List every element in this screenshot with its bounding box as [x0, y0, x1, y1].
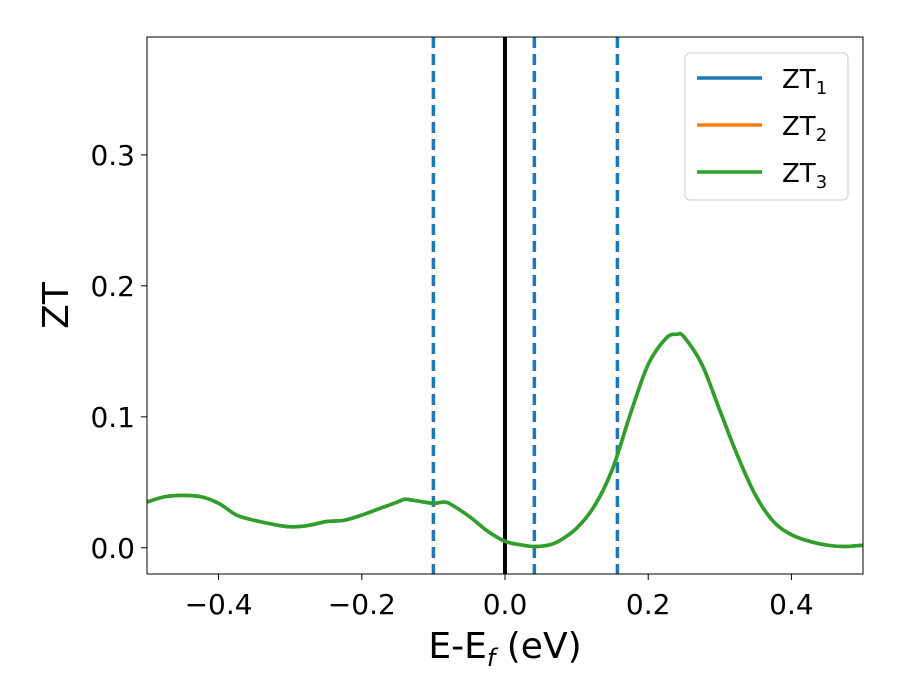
vertical-lines	[431, 37, 620, 574]
x-tick-label: −0.2	[328, 588, 396, 621]
series-line-3	[146, 331, 864, 549]
x-tick-label: 0.4	[769, 588, 814, 621]
x-axis-label: E-Ef (eV)	[428, 626, 581, 672]
legend-label-3: ZT3	[782, 159, 827, 193]
y-tick-label: 0.0	[90, 532, 135, 565]
x-tick-label: 0.0	[483, 588, 528, 621]
y-tick-label: 0.2	[90, 270, 135, 303]
y-axis-ticks: 0.0 0.1 0.2 0.3	[90, 139, 147, 565]
legend: ZT1 ZT2 ZT3	[684, 52, 849, 201]
y-tick-label: 0.1	[90, 401, 135, 434]
x-axis-ticks: −0.4 −0.2 0.0 0.2 0.4	[185, 574, 814, 621]
x-tick-label: −0.4	[185, 588, 253, 621]
legend-label-2: ZT2	[782, 112, 827, 146]
y-tick-label: 0.3	[90, 139, 135, 172]
series-lines	[146, 331, 864, 549]
x-tick-label: 0.2	[626, 588, 671, 621]
legend-box	[684, 52, 849, 201]
y-axis-label: ZT	[36, 281, 77, 329]
legend-label-1: ZT1	[782, 65, 827, 99]
